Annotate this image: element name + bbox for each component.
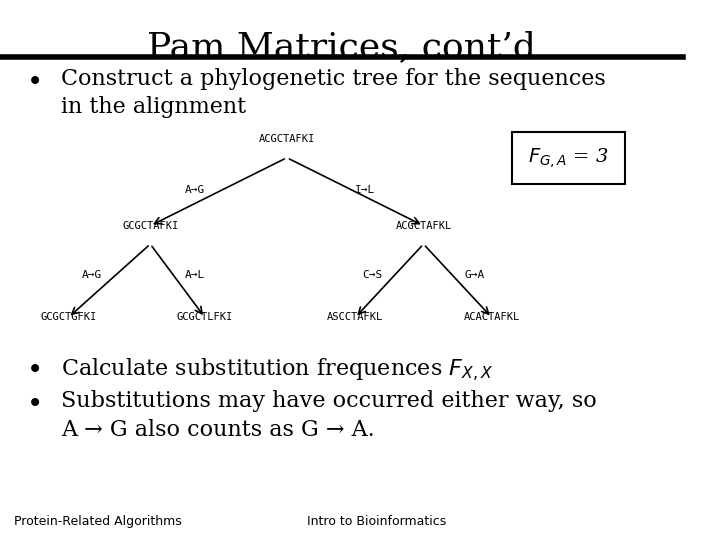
Text: A→G: A→G <box>82 271 102 280</box>
Text: GCGCTLFKI: GCGCTLFKI <box>177 312 233 322</box>
Text: ACGCTAFKI: ACGCTAFKI <box>258 134 315 144</box>
Text: Construct a phylogenetic tree for the sequences
in the alignment: Construct a phylogenetic tree for the se… <box>61 68 606 118</box>
Text: A→L: A→L <box>184 271 204 280</box>
Text: I→L: I→L <box>355 185 376 195</box>
Text: Calculate substitution frequences $F_{X,X}$: Calculate substitution frequences $F_{X,… <box>61 356 493 383</box>
Text: Protein-Related Algorithms: Protein-Related Algorithms <box>14 515 181 528</box>
Text: C→S: C→S <box>362 271 382 280</box>
Text: $F_{G,A}$ = 3: $F_{G,A}$ = 3 <box>528 146 609 170</box>
Text: •: • <box>27 356 44 384</box>
Text: Substitutions may have occurred either way, so
A → G also counts as G → A.: Substitutions may have occurred either w… <box>61 390 597 441</box>
Text: GCGCTGFKI: GCGCTGFKI <box>40 312 96 322</box>
Text: ACGCTAFKL: ACGCTAFKL <box>395 220 451 231</box>
Text: G→A: G→A <box>464 271 485 280</box>
Text: GCGCTAFKI: GCGCTAFKI <box>122 220 179 231</box>
FancyBboxPatch shape <box>512 132 625 184</box>
Text: Intro to Bioinformatics: Intro to Bioinformatics <box>307 515 446 528</box>
Text: •: • <box>27 390 44 418</box>
Text: •: • <box>27 68 44 96</box>
Text: ACACTAFKL: ACACTAFKL <box>464 312 520 322</box>
Text: ASCCTAFKL: ASCCTAFKL <box>327 312 383 322</box>
Text: A→G: A→G <box>184 185 204 195</box>
Text: Pam Matrices, cont’d: Pam Matrices, cont’d <box>147 30 536 64</box>
